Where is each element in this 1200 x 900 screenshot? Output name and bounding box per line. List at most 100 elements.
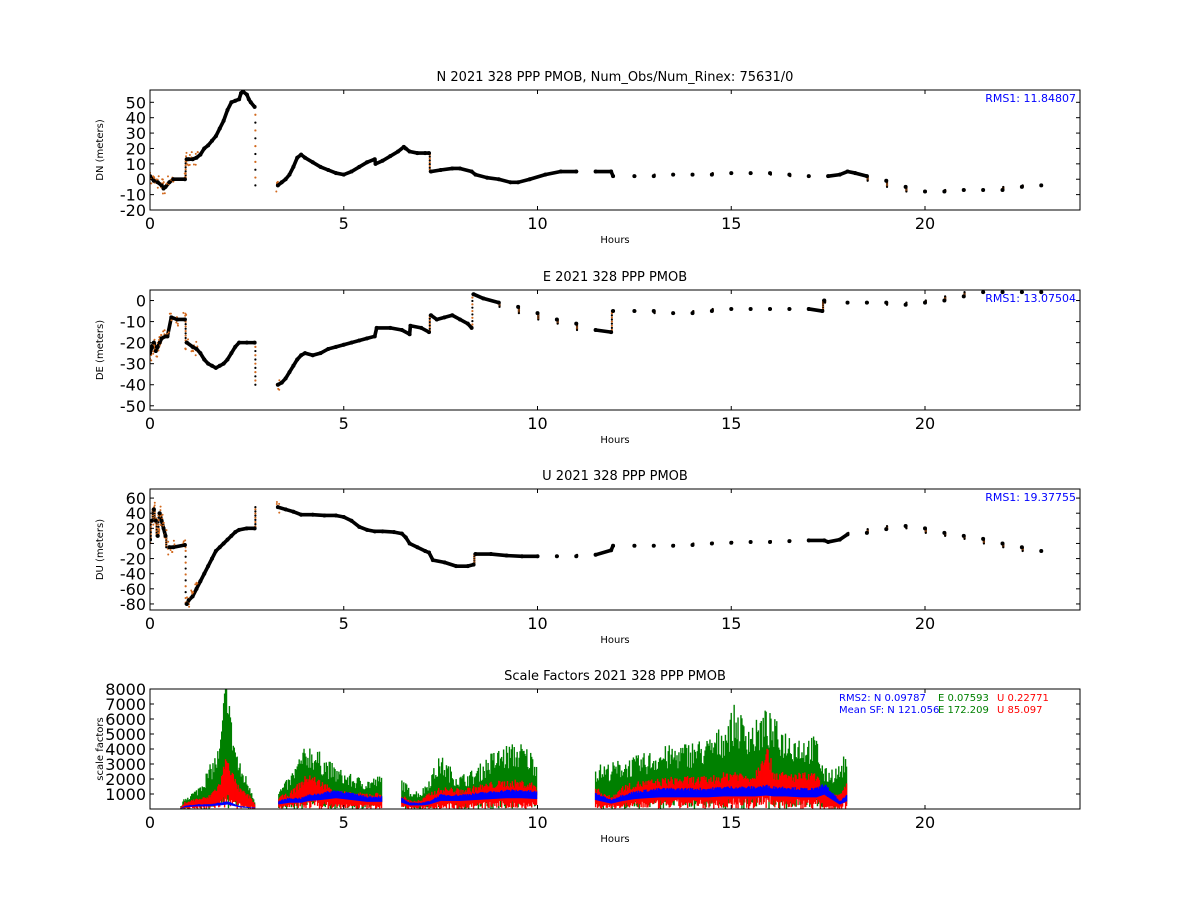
- data-point: [690, 542, 695, 547]
- data-point: [408, 323, 413, 328]
- data-point: [275, 382, 280, 387]
- data-point: [213, 549, 218, 554]
- data-point: [171, 545, 176, 550]
- noise-point: [159, 524, 162, 527]
- data-point: [372, 157, 377, 162]
- data-point: [229, 351, 234, 356]
- y-tick-label: 0: [136, 292, 146, 311]
- data-point: [299, 353, 304, 358]
- noise-point: [157, 531, 160, 534]
- noise-point: [275, 190, 278, 193]
- data-point: [310, 512, 315, 517]
- data-point: [593, 552, 598, 557]
- data-point: [837, 537, 842, 542]
- noise-point: [156, 186, 159, 189]
- data-point: [981, 188, 986, 192]
- noise-point: [184, 539, 187, 542]
- data-point: [186, 598, 191, 603]
- data-point: [155, 533, 160, 538]
- data-point: [442, 315, 447, 320]
- data-point: [190, 157, 195, 162]
- jump-point: [184, 579, 187, 582]
- x-tick-label: 0: [145, 214, 155, 233]
- data-point: [287, 172, 292, 177]
- data-point: [237, 97, 242, 102]
- jump-point: [471, 303, 474, 306]
- data-point: [194, 155, 199, 160]
- rms-annotation: RMS1: 11.84807: [985, 92, 1076, 105]
- jump-point: [885, 524, 889, 528]
- data-point: [182, 317, 187, 322]
- data-point: [221, 361, 226, 366]
- noise-point: [152, 175, 155, 178]
- data-point: [903, 302, 908, 307]
- data-point: [175, 317, 180, 322]
- noise-point: [152, 523, 155, 526]
- noise-point: [190, 151, 193, 154]
- jump-point: [157, 525, 160, 528]
- data-point: [237, 340, 242, 345]
- noise-point: [166, 175, 169, 178]
- data-point: [163, 533, 168, 538]
- data-point: [184, 340, 189, 345]
- jump-point: [254, 508, 257, 511]
- noise-point: [169, 549, 172, 552]
- data-point: [806, 538, 811, 543]
- data-point: [593, 169, 598, 174]
- data-point: [233, 344, 238, 349]
- jump-point: [428, 322, 431, 325]
- data-point: [903, 524, 908, 529]
- noise-point: [150, 182, 153, 185]
- data-point: [942, 189, 947, 194]
- jump-point: [428, 319, 431, 322]
- legend-entry: U 85.097: [997, 705, 1043, 716]
- data-point: [291, 363, 296, 368]
- jump-point: [184, 561, 187, 564]
- data-point: [157, 340, 162, 345]
- jump-point: [254, 506, 257, 509]
- rms-annotation: RMS1: 19.37755: [985, 491, 1076, 504]
- data-point: [341, 514, 346, 519]
- data-point: [287, 370, 292, 375]
- noise-point: [168, 312, 171, 315]
- legend-entry: Mean SF: N 121.056: [839, 705, 939, 716]
- data-point: [826, 539, 831, 544]
- data-point: [632, 174, 637, 179]
- data-point: [184, 601, 189, 606]
- legend-entry: E 172.209: [938, 705, 989, 716]
- noise-point: [185, 151, 188, 154]
- jump-point: [254, 176, 257, 179]
- chart-title: U 2021 328 PPP PMOB: [542, 469, 688, 484]
- data-point: [275, 183, 280, 188]
- data-point: [326, 346, 331, 351]
- data-point: [423, 151, 428, 156]
- data-point: [279, 380, 284, 385]
- data-point: [252, 526, 257, 531]
- series-segment: [593, 328, 613, 334]
- jump-point: [537, 318, 540, 321]
- x-tick-label: 10: [527, 813, 547, 832]
- data-point: [155, 344, 160, 349]
- data-point: [961, 533, 966, 538]
- jump-point: [184, 334, 187, 337]
- noise-point: [161, 178, 164, 181]
- data-point: [365, 527, 369, 532]
- data-point: [527, 177, 532, 182]
- y-axis-label: DU (meters): [95, 519, 106, 580]
- data-point: [1000, 541, 1005, 546]
- data-point: [198, 152, 203, 157]
- noise-point: [167, 540, 170, 543]
- data-point: [225, 537, 230, 542]
- x-axis-label: Hours: [600, 635, 629, 646]
- x-tick-label: 20: [915, 214, 935, 233]
- y-tick-label: -10: [120, 186, 146, 205]
- x-tick-label: 5: [339, 414, 349, 433]
- noise-point: [184, 347, 187, 350]
- noise-point: [278, 502, 281, 505]
- data-point: [244, 340, 249, 345]
- noise-point: [184, 173, 187, 176]
- data-point: [473, 172, 478, 177]
- jump-point: [428, 155, 431, 158]
- data-point: [558, 169, 563, 174]
- jump-point: [254, 520, 257, 524]
